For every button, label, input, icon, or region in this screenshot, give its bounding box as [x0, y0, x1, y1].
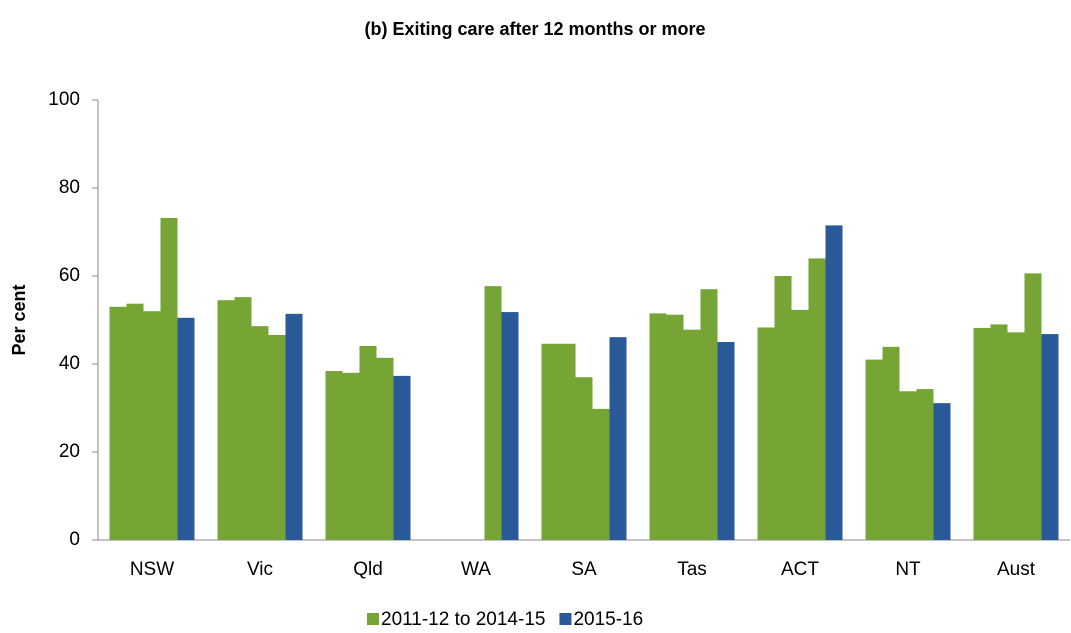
bar: [342, 372, 360, 540]
bar: [1007, 332, 1025, 540]
x-tick-label: Aust: [997, 559, 1036, 580]
bar: [109, 306, 127, 540]
bar: [774, 276, 792, 540]
bar: [575, 377, 593, 540]
x-tick-label: WA: [461, 559, 491, 580]
bar: [666, 314, 684, 540]
bar: [757, 327, 775, 540]
x-tick-label: Tas: [677, 559, 707, 580]
bar: [592, 408, 610, 540]
x-tick-label: NSW: [130, 559, 174, 580]
x-tick-label: SA: [571, 559, 597, 580]
bar: [251, 326, 269, 540]
bar: [825, 225, 843, 540]
bar: [484, 286, 502, 540]
bar: [899, 391, 917, 540]
bar: [865, 359, 883, 540]
bar: [285, 313, 303, 540]
x-tick-label: Vic: [247, 559, 273, 580]
legend-swatch: [559, 613, 572, 625]
y-tick-label: 80: [59, 177, 80, 198]
bar: [1024, 273, 1042, 540]
bar: [558, 343, 576, 540]
bar: [1041, 334, 1059, 540]
legend-label: 2011-12 to 2014-15: [381, 609, 545, 630]
y-axis-label: Per cent: [9, 284, 29, 355]
legend-label: 2015-16: [573, 609, 643, 630]
bar: [325, 371, 343, 540]
bar: [700, 289, 718, 540]
bar: [990, 324, 1008, 540]
legend-swatch: [367, 613, 379, 625]
bar: [717, 342, 735, 540]
chart-title: (b) Exiting care after 12 months or more: [364, 19, 705, 39]
y-tick-label: 20: [59, 441, 80, 462]
bar: [143, 311, 161, 540]
bar: [973, 327, 991, 540]
y-tick-label: 40: [59, 353, 80, 374]
bar: [541, 343, 559, 540]
bar: [268, 334, 286, 540]
bar: [649, 313, 667, 540]
y-tick-label: 60: [59, 265, 80, 286]
bar: [393, 375, 411, 540]
bar: [177, 317, 195, 540]
bar: [882, 346, 900, 540]
bar: [683, 329, 701, 540]
bar: [916, 389, 934, 540]
bar: [609, 337, 627, 540]
x-tick-label: ACT: [781, 559, 819, 580]
bar: [808, 258, 826, 540]
bar: [126, 303, 144, 540]
x-tick-label: Qld: [353, 559, 383, 580]
x-tick-label: NT: [895, 559, 921, 580]
y-tick-label: 0: [69, 529, 80, 550]
bar: [933, 403, 951, 540]
bar: [217, 300, 235, 540]
bar: [160, 217, 178, 541]
bar: [376, 357, 394, 540]
bar: [234, 297, 252, 540]
bar: [501, 312, 519, 540]
y-tick-label: 100: [48, 89, 80, 110]
bar: [791, 309, 809, 540]
bar: [359, 345, 377, 540]
